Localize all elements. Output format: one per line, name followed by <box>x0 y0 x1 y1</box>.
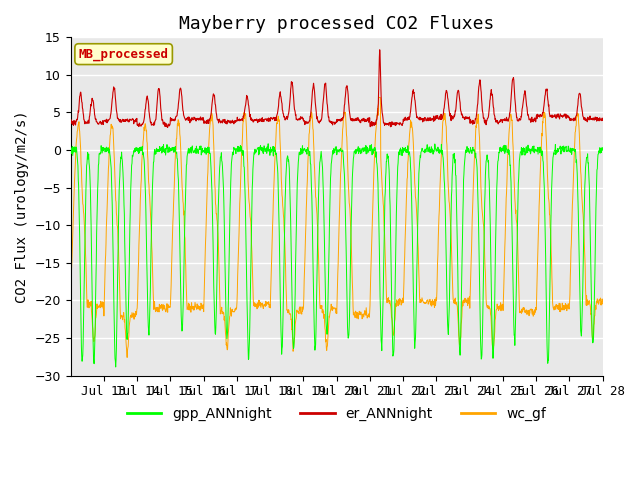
Legend: gpp_ANNnight, er_ANNnight, wc_gf: gpp_ANNnight, er_ANNnight, wc_gf <box>121 401 552 426</box>
Title: Mayberry processed CO2 Fluxes: Mayberry processed CO2 Fluxes <box>179 15 494 33</box>
Y-axis label: CO2 Flux (urology/m2/s): CO2 Flux (urology/m2/s) <box>15 110 29 303</box>
Text: MB_processed: MB_processed <box>79 48 168 61</box>
